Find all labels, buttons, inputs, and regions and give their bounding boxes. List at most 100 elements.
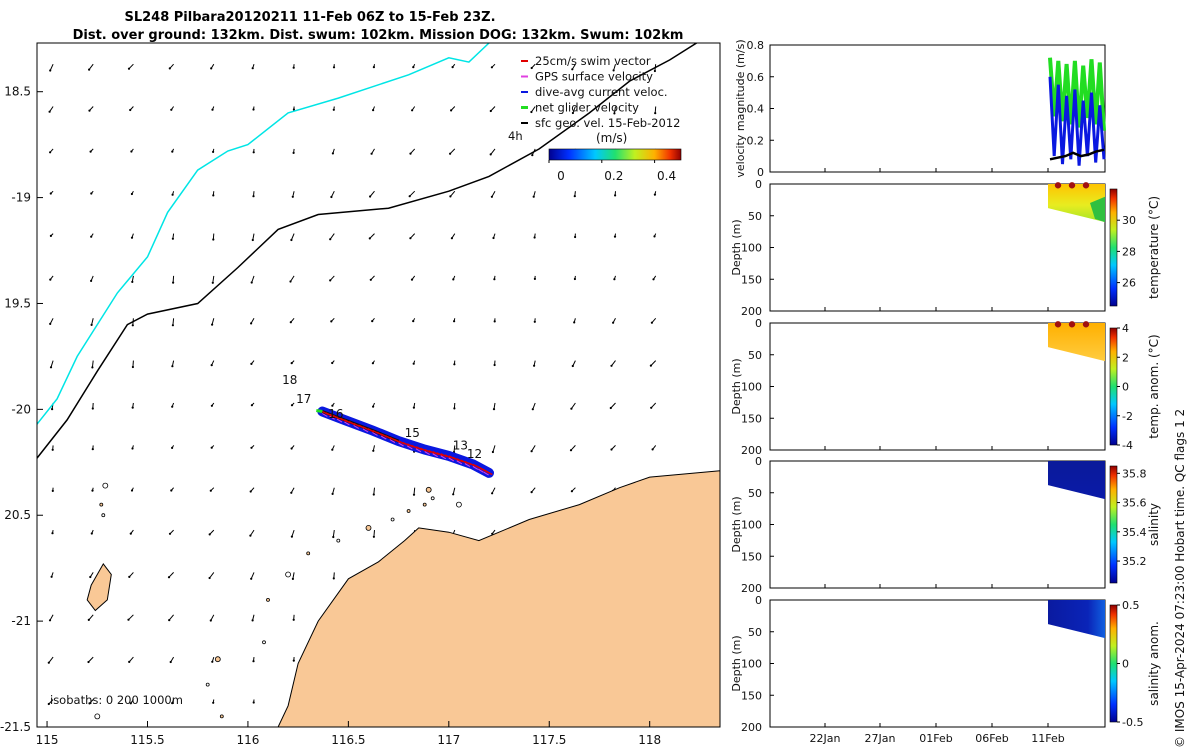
- surface-vector-head: [491, 492, 493, 494]
- temperature-surface-marker: [1069, 182, 1075, 188]
- salinity-y-tick-label: 0: [755, 455, 762, 468]
- salinity-anomaly-colorbar-tick-label: 0.5: [1122, 599, 1140, 612]
- temperature-colorbar-tick-label: 26: [1122, 277, 1136, 290]
- surface-vector-head: [250, 363, 252, 365]
- surface-vector-head: [252, 67, 254, 69]
- temp-anomaly-colorbar-label: temp. anom. (°C): [1147, 334, 1161, 438]
- surface-vector-head: [253, 151, 255, 153]
- surface-vector-head: [211, 109, 213, 111]
- temp-anomaly-colorbar-tick-label: 4: [1122, 322, 1129, 335]
- day-label: 13: [453, 439, 468, 453]
- surface-vector-head: [212, 702, 214, 704]
- surface-vector-head: [492, 237, 494, 239]
- surface-vector-head: [531, 491, 533, 493]
- temp-anomaly-surface-marker: [1083, 321, 1089, 327]
- surface-vector-head: [291, 536, 293, 538]
- surface-vector-head: [290, 492, 292, 494]
- surface-vector-head: [87, 661, 89, 663]
- temp-anomaly-surface-marker: [1055, 321, 1061, 327]
- surface-vector-head: [292, 578, 294, 580]
- velocity-y-tick-label: 0.8: [747, 39, 765, 52]
- net-velocity-vector: [316, 411, 322, 412]
- salinity-colorbar-label: salinity: [1147, 503, 1161, 546]
- surface-vector-head: [494, 320, 496, 322]
- surface-vector-head: [49, 619, 51, 621]
- surface-vector-head: [49, 323, 51, 325]
- surface-vector-head: [88, 619, 90, 621]
- surface-vector-head: [169, 67, 171, 69]
- temperature-y-tick-label: 0: [755, 178, 762, 191]
- surface-vector-head: [614, 236, 616, 238]
- surface-vector-head: [409, 153, 411, 155]
- surface-vector-head: [329, 279, 331, 281]
- surface-vector-head: [250, 322, 252, 324]
- map-x-tick-label: 118: [638, 733, 661, 747]
- surface-vector-head: [332, 152, 334, 154]
- surface-vector-head: [372, 406, 374, 408]
- surface-vector-head: [289, 280, 291, 282]
- velocity-y-tick-label: 0.4: [747, 103, 765, 116]
- day-label: 16: [328, 407, 343, 421]
- surface-vector-head: [570, 408, 572, 410]
- surface-vector-head: [212, 151, 214, 153]
- temperature-y-tick-label: 50: [748, 210, 762, 223]
- surface-vector-head: [573, 321, 575, 323]
- surface-vector-head: [574, 236, 576, 238]
- surface-vector-head: [450, 109, 452, 111]
- surface-vector-head: [252, 619, 254, 621]
- map-x-tick-label: 115: [36, 733, 59, 747]
- islet: [307, 552, 310, 555]
- surface-vector-head: [574, 278, 576, 280]
- surface-vector-head: [614, 194, 616, 196]
- surface-vector-head: [170, 109, 172, 111]
- surface-vector-head: [491, 196, 493, 198]
- map-x-tick-label: 116.5: [331, 733, 365, 747]
- surface-vector-head: [369, 195, 371, 197]
- surface-vector-head: [370, 279, 372, 281]
- colorbar-tick-label: 0: [557, 169, 565, 183]
- surface-vector-head: [131, 281, 133, 283]
- surface-vector-head: [251, 404, 253, 406]
- surface-vector-head: [291, 404, 293, 406]
- surface-vector-head: [412, 66, 414, 68]
- surface-vector-head: [373, 493, 375, 495]
- figure-title-line2: Dist. over ground: 132km. Dist. swum: 10…: [73, 28, 684, 43]
- surface-vector-head: [332, 493, 334, 495]
- velocity-y-tick-label: 0.2: [747, 134, 765, 147]
- surface-vector-head: [211, 405, 213, 407]
- salinity-anomaly-y-tick-label: 100: [741, 658, 762, 671]
- surface-vector-head: [453, 363, 455, 365]
- islet: [100, 503, 103, 506]
- surface-vector-head: [171, 365, 173, 367]
- surface-vector-head: [372, 362, 374, 364]
- surface-vector-head: [571, 490, 573, 492]
- surface-vector-head: [129, 109, 131, 111]
- surface-vector-head: [331, 449, 333, 451]
- surface-vector-head: [409, 195, 411, 197]
- surface-vector-head: [491, 66, 493, 68]
- salinity-y-tick-label: 150: [741, 550, 762, 563]
- temp-anomaly-y-tick-label: 0: [755, 317, 762, 330]
- temperature-y-label: Depth (m): [730, 219, 743, 275]
- salinity-anomaly-colorbar-label: salinity anom.: [1147, 621, 1161, 706]
- islet: [215, 657, 220, 662]
- surface-vector-head: [452, 493, 454, 495]
- surface-vector-head: [171, 447, 173, 449]
- map-colorbar: [549, 149, 681, 160]
- surface-vector-head: [452, 278, 454, 280]
- surface-vector-head: [411, 279, 413, 281]
- surface-vector-head: [172, 324, 174, 326]
- surface-vector-head: [51, 576, 53, 578]
- velocity-y-tick-label: 0.6: [747, 71, 765, 84]
- surface-vector-head: [50, 235, 52, 237]
- surface-vector-head: [452, 66, 454, 68]
- surface-vector-head: [329, 238, 331, 240]
- surface-vector-head: [490, 153, 492, 155]
- surface-vector-arrow: [615, 742, 616, 748]
- surface-vector-head: [210, 490, 212, 492]
- surface-vector-head: [650, 407, 652, 409]
- surface-vector-head: [293, 619, 295, 621]
